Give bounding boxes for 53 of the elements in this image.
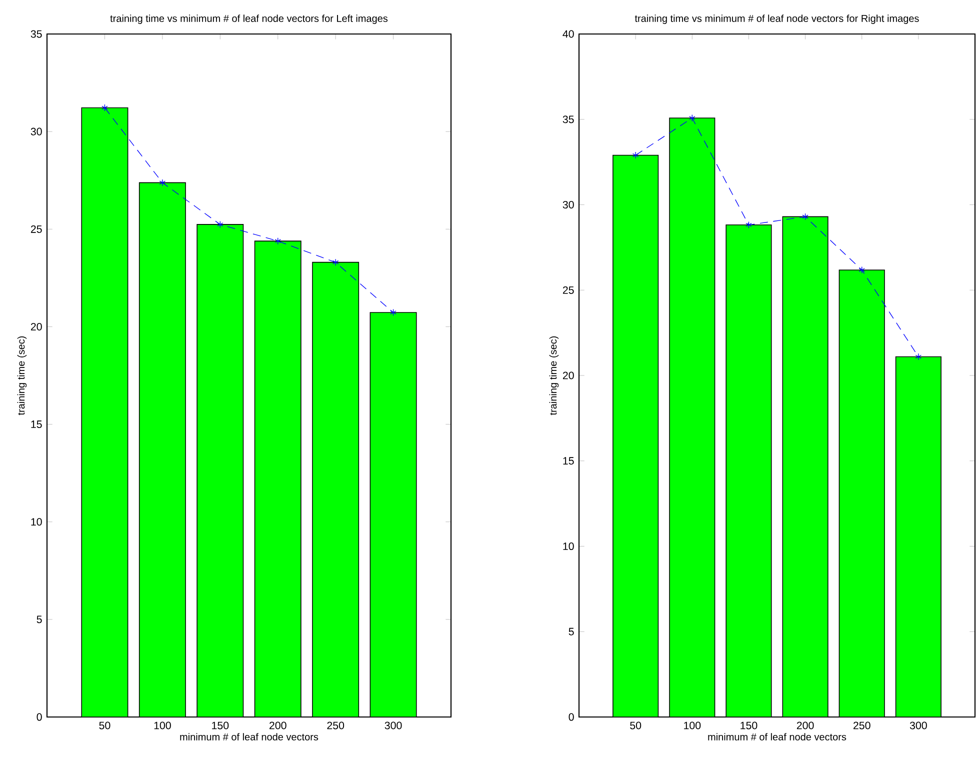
- point: [802, 213, 808, 220]
- x-tick-label: 150: [212, 722, 229, 730]
- x-tick-label: 50: [99, 722, 110, 730]
- y-tick-label: 10: [31, 518, 42, 526]
- y-tick-label: 30: [562, 200, 574, 209]
- chart-title: training time vs minimum # of leaf node vectors for Right images: [634, 14, 919, 24]
- y-tick-label: 15: [563, 457, 574, 465]
- point: [217, 220, 224, 228]
- x-tick-label: 250: [854, 722, 870, 730]
- point: [159, 179, 166, 186]
- x-axis-title: minimum # of leaf node vectors: [708, 733, 846, 740]
- point: [274, 238, 281, 245]
- y-tick-label: 35: [562, 116, 574, 124]
- y-tick-label: 10: [563, 542, 574, 550]
- y-tick-label: 30: [30, 128, 42, 136]
- x-tick-label: 250: [327, 722, 344, 730]
- y-axis-title: training time (sec): [17, 336, 27, 416]
- bar: [782, 216, 828, 717]
- y-tick-label: 25: [30, 225, 42, 233]
- y-tick-label: 15: [31, 420, 42, 428]
- x-tick-label: 200: [796, 722, 814, 730]
- point: [858, 266, 865, 274]
- x-tick-label: 200: [270, 722, 286, 730]
- bar: [726, 224, 772, 717]
- y-tick-label: 20: [562, 372, 574, 380]
- y-tick-label: 0: [568, 713, 574, 721]
- y-tick-label: 0: [36, 713, 42, 721]
- y-tick-label: 40: [562, 30, 574, 38]
- point: [915, 353, 922, 360]
- bar: [612, 155, 658, 717]
- point: [632, 152, 639, 159]
- y-tick-label: 20: [30, 322, 42, 330]
- point: [332, 258, 339, 266]
- point: [689, 114, 696, 122]
- x-tick-label: 300: [910, 722, 927, 730]
- x-tick-label: 100: [684, 722, 701, 730]
- y-axis-title: training time (sec): [549, 336, 559, 416]
- x-tick-label: 150: [740, 722, 758, 730]
- y-tick-label: 5: [36, 616, 42, 624]
- y-tick-label: 5: [568, 628, 574, 636]
- bar: [839, 270, 884, 717]
- point: [390, 308, 396, 316]
- bar: [895, 356, 942, 717]
- y-tick-label: 35: [30, 30, 42, 38]
- y-tick-label: 25: [562, 286, 574, 294]
- x-tick-label: 100: [154, 722, 171, 730]
- x-tick-label: 300: [384, 722, 402, 730]
- bar: [670, 118, 715, 717]
- x-axis-title: minimum # of leaf node vectors: [180, 733, 318, 740]
- x-tick-label: 50: [630, 722, 642, 730]
- point: [102, 104, 108, 112]
- point: [746, 221, 752, 228]
- chart-title: training time vs minimum # of leaf node vectors for Left images: [110, 14, 388, 24]
